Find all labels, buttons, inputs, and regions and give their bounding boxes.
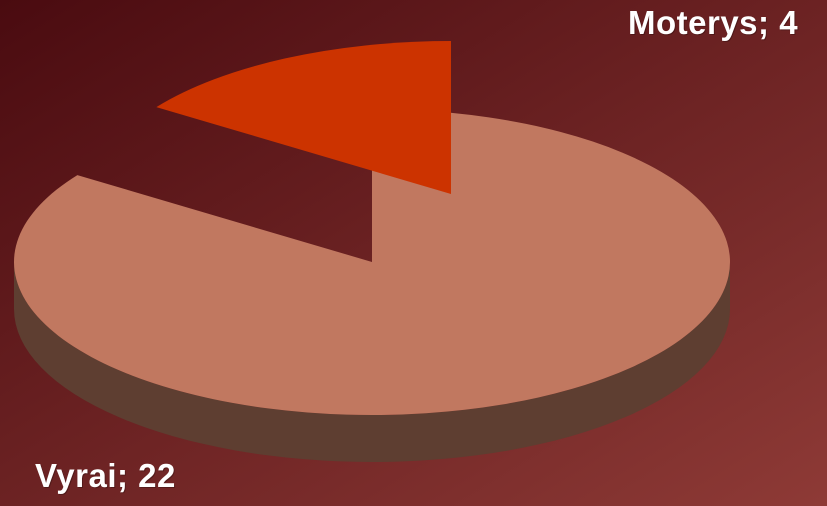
pie-slice-side-vyrai (14, 262, 730, 462)
pie-slice-vyrai (13, 109, 730, 415)
pie-slice-moterys (156, 41, 452, 194)
slice-label-moterys: Moterys; 4 (628, 4, 799, 41)
slice-label-vyrai: Vyrai; 22 (35, 457, 176, 494)
